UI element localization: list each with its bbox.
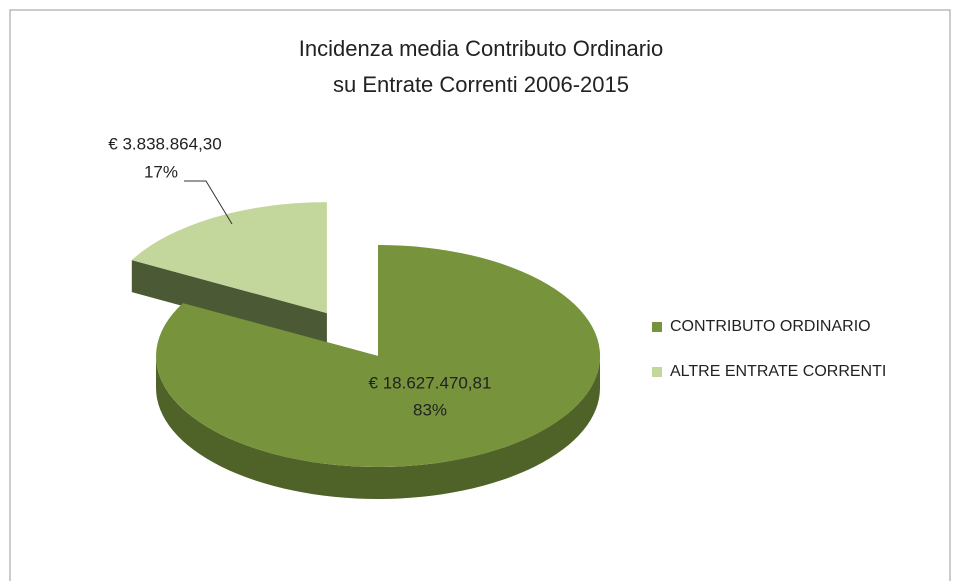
chart-title: Incidenza media Contributo Ordinario — [299, 36, 663, 61]
chart-frame — [9, 9, 951, 581]
legend-label: CONTRIBUTO ORDINARIO — [670, 318, 871, 335]
slice — [131, 202, 327, 314]
leader-line — [184, 180, 233, 225]
chart-title: su Entrate Correnti 2006-2015 — [333, 72, 629, 97]
data-label: € 18.627.470,81 — [369, 373, 492, 392]
legend-swatch — [652, 367, 662, 377]
slice-wall — [131, 260, 327, 346]
data-label: 17% — [144, 162, 178, 181]
slice — [156, 244, 601, 467]
slice-side — [156, 356, 600, 499]
legend-swatch — [652, 322, 662, 332]
data-label: 83% — [413, 400, 447, 419]
data-label: € 3.838.864,30 — [108, 134, 221, 153]
legend-label: ALTRE ENTRATE CORRENTI — [670, 363, 886, 380]
